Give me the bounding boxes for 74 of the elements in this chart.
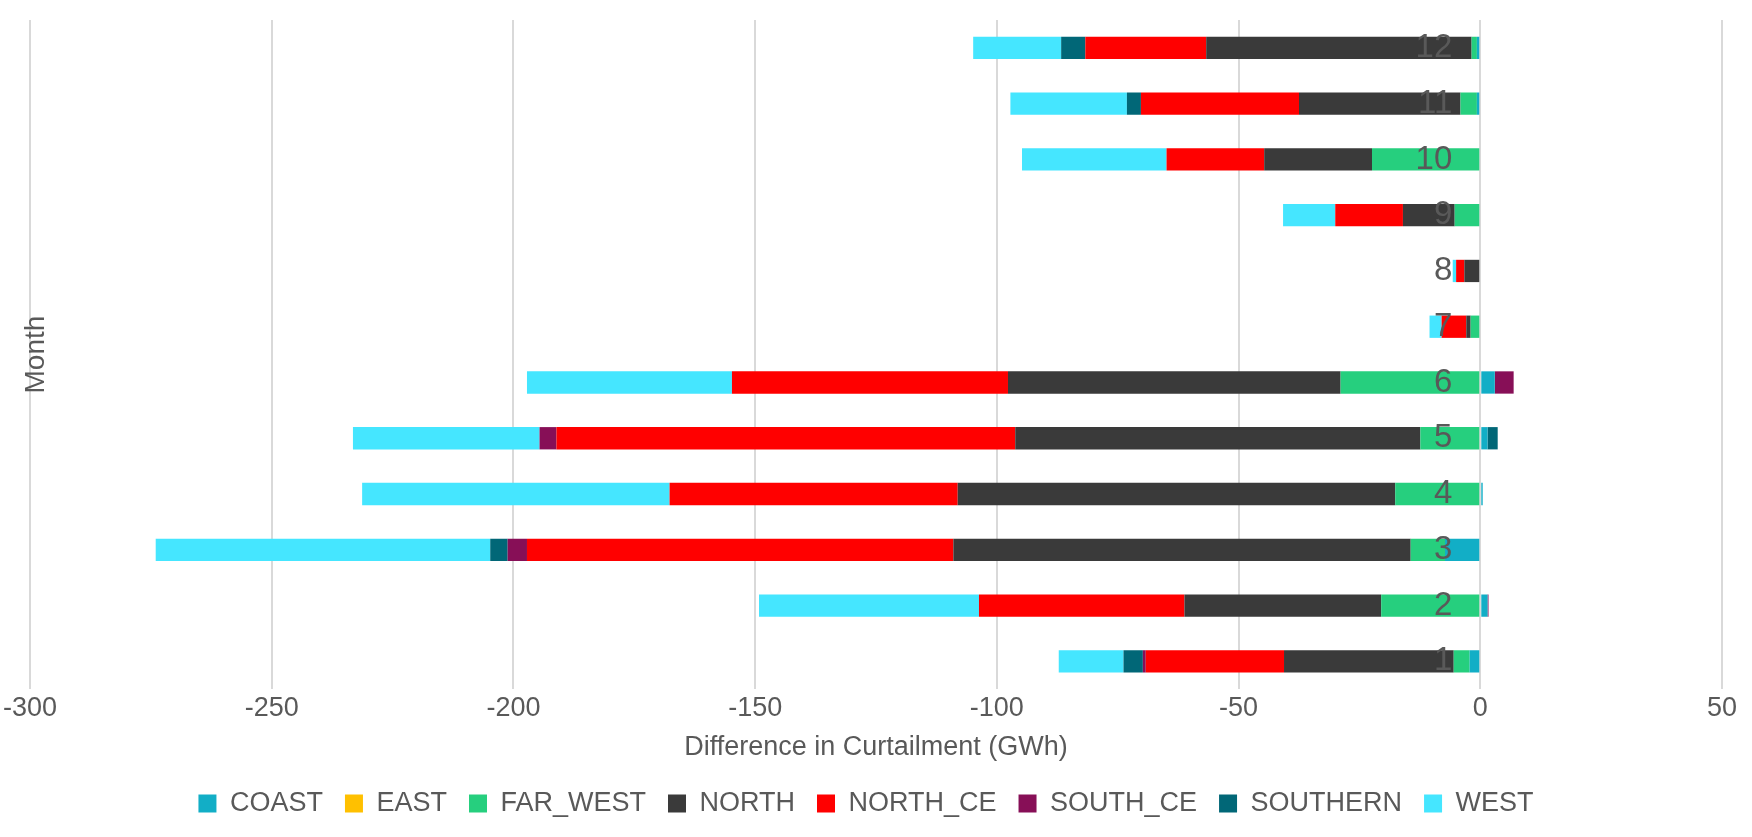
- bar: [1142, 650, 1146, 673]
- bar: [1015, 427, 1421, 450]
- bar: [352, 427, 540, 450]
- bar: [1264, 148, 1372, 171]
- bar: [1184, 594, 1382, 617]
- bar: [669, 482, 958, 506]
- y-tick-label: 2: [1433, 584, 1453, 622]
- bar: [1206, 36, 1472, 60]
- x-tick-label: -100: [969, 691, 1024, 722]
- bar: [1481, 427, 1488, 450]
- bar: [1454, 204, 1480, 227]
- bar: [1487, 427, 1498, 450]
- legend-label: WEST: [1455, 786, 1534, 817]
- bar: [731, 371, 1008, 394]
- bar: [1166, 148, 1265, 171]
- bar: [362, 482, 670, 506]
- bar: [1283, 204, 1336, 227]
- bar: [155, 538, 491, 561]
- bar: [1469, 650, 1480, 673]
- bar: [1061, 36, 1086, 60]
- bar: [1453, 650, 1470, 673]
- bar: [1145, 650, 1285, 673]
- bar: [1335, 204, 1403, 227]
- bar: [1140, 92, 1300, 115]
- bar: [1470, 315, 1480, 338]
- legend-label: SOUTHERN: [1250, 786, 1403, 817]
- bar: [1481, 371, 1495, 394]
- bar: [1381, 594, 1480, 617]
- x-tick-label: 0: [1472, 691, 1488, 722]
- bar: [539, 427, 557, 450]
- bar: [1022, 148, 1167, 171]
- legend-label: FAR_WEST: [500, 786, 647, 817]
- x-tick-label: -250: [244, 691, 299, 722]
- y-axis-title: Month: [18, 315, 50, 394]
- x-tick-label: -300: [3, 691, 58, 722]
- bar: [1456, 259, 1465, 283]
- bar: [973, 36, 1062, 60]
- bar: [1010, 92, 1127, 115]
- bar: [978, 594, 1185, 617]
- y-tick-label: 10: [1415, 138, 1453, 176]
- x-axis-title: Difference in Curtailment (GWh): [684, 731, 1068, 762]
- y-tick-label: 5: [1433, 417, 1453, 455]
- legend-label: EAST: [376, 786, 447, 817]
- y-tick-label: 4: [1433, 473, 1453, 511]
- x-tick-label: -150: [728, 691, 783, 722]
- bar: [1494, 371, 1514, 394]
- x-tick-label: 50: [1706, 691, 1738, 722]
- bar: [526, 538, 954, 561]
- bar: [507, 538, 527, 561]
- bar: [556, 427, 1016, 450]
- bar: [1126, 92, 1141, 115]
- bar: [759, 594, 979, 617]
- y-tick-label: 6: [1433, 361, 1453, 399]
- y-tick-label: 8: [1433, 250, 1453, 288]
- bar: [957, 482, 1396, 506]
- bar: [1460, 92, 1477, 115]
- bar: [1464, 259, 1480, 283]
- legend-label: COAST: [229, 786, 323, 817]
- bar: [1123, 650, 1143, 673]
- bar: [953, 538, 1411, 561]
- bar: [1471, 36, 1477, 60]
- bar: [490, 538, 508, 561]
- bar: [1007, 371, 1341, 394]
- bar: [1340, 371, 1480, 394]
- bar: [526, 371, 732, 394]
- bar: [1481, 594, 1488, 617]
- legend-label: NORTH_CE: [848, 786, 997, 817]
- bar: [1085, 36, 1207, 60]
- bar: [1058, 650, 1124, 673]
- bar: [1466, 315, 1471, 338]
- legend-label: SOUTH_CE: [1050, 786, 1198, 817]
- legend-label: NORTH: [699, 786, 796, 817]
- x-tick-label: -50: [1219, 691, 1259, 722]
- x-tick-label: -200: [486, 691, 541, 722]
